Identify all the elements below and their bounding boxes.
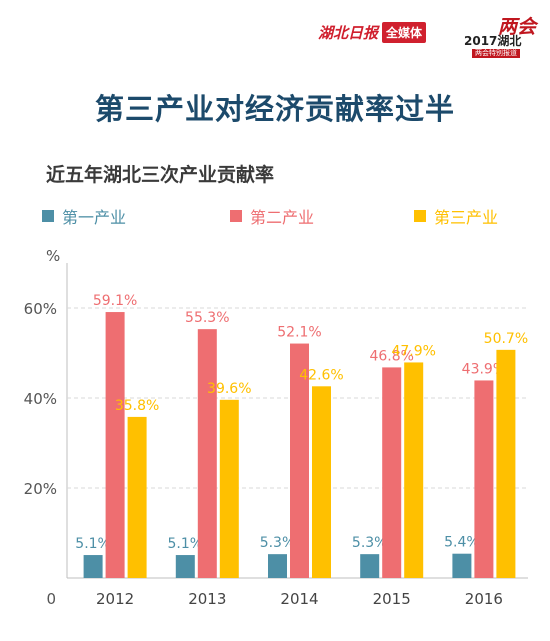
x-tick-label: 2014 <box>280 590 318 608</box>
y-tick-label: 20% <box>24 480 57 498</box>
y-axis-unit: % <box>46 247 60 265</box>
legend-item-secondary: 第二产业 <box>230 204 314 228</box>
data-label: 5.1% <box>75 536 111 552</box>
bar <box>452 553 472 578</box>
y-tick-label: 0 <box>46 590 56 608</box>
data-label: 5.3% <box>352 535 388 551</box>
data-label: 59.1% <box>93 293 137 309</box>
y-tick-label: 40% <box>24 390 57 408</box>
legend-label-secondary: 第二产业 <box>250 208 315 227</box>
chart-title: 近五年湖北三次产业贡献率 <box>46 164 275 186</box>
bar <box>219 399 239 578</box>
legend-swatch-secondary <box>230 210 242 222</box>
bar <box>404 362 424 578</box>
bar <box>175 555 195 578</box>
legend-label-tertiary: 第三产业 <box>434 208 499 227</box>
data-label: 39.6% <box>207 381 251 397</box>
data-label: 35.8% <box>115 398 159 414</box>
bar <box>127 416 147 578</box>
data-label: 5.1% <box>168 536 204 552</box>
chart-legend: 第一产业 第二产业 第三产业 <box>0 204 550 228</box>
data-label: 55.3% <box>185 310 229 326</box>
brand-name: 湖北日报 <box>318 24 379 42</box>
legend-item-tertiary: 第三产业 <box>414 204 498 228</box>
bar <box>382 367 402 578</box>
legend-swatch-primary <box>42 210 54 222</box>
data-label: 52.1% <box>277 325 321 341</box>
bar <box>312 386 331 578</box>
data-label: 43.9% <box>462 361 506 377</box>
x-tick-label: 2016 <box>465 590 503 608</box>
event-logo: 两会 2017湖北 两会特别报道 <box>462 12 540 58</box>
brand-tag: 全媒体 <box>382 22 427 43</box>
data-label: 50.7% <box>484 331 528 347</box>
x-tick-label: 2013 <box>188 590 226 608</box>
bar <box>83 555 103 578</box>
data-label: 47.9% <box>391 343 435 359</box>
data-label: 42.6% <box>299 367 343 383</box>
event-year: 2017湖北 <box>464 34 522 48</box>
header: 湖北日报 全媒体 两会 2017湖北 两会特别报道 <box>0 0 550 70</box>
event-mark: 两会 <box>497 16 536 38</box>
data-label: 46.8% <box>369 348 413 364</box>
bar <box>474 380 494 578</box>
y-tick-label: 60% <box>24 300 57 318</box>
bar <box>290 343 309 578</box>
data-label: 5.4% <box>444 535 480 551</box>
legend-item-primary: 第一产业 <box>42 204 126 228</box>
bar <box>360 554 380 578</box>
bar <box>268 554 287 578</box>
brand-logo: 湖北日报 全媒体 <box>318 22 427 43</box>
x-tick-label: 2012 <box>96 590 134 608</box>
bar <box>496 349 516 578</box>
bar <box>197 329 217 578</box>
legend-label-primary: 第一产业 <box>62 208 127 227</box>
bar <box>105 312 125 578</box>
legend-swatch-tertiary <box>414 210 426 222</box>
page-title: 第三产业对经济贡献率过半 <box>94 92 455 126</box>
data-label: 5.3% <box>260 535 296 551</box>
event-subtitle: 两会特别报道 <box>472 49 520 58</box>
x-tick-label: 2015 <box>373 590 411 608</box>
